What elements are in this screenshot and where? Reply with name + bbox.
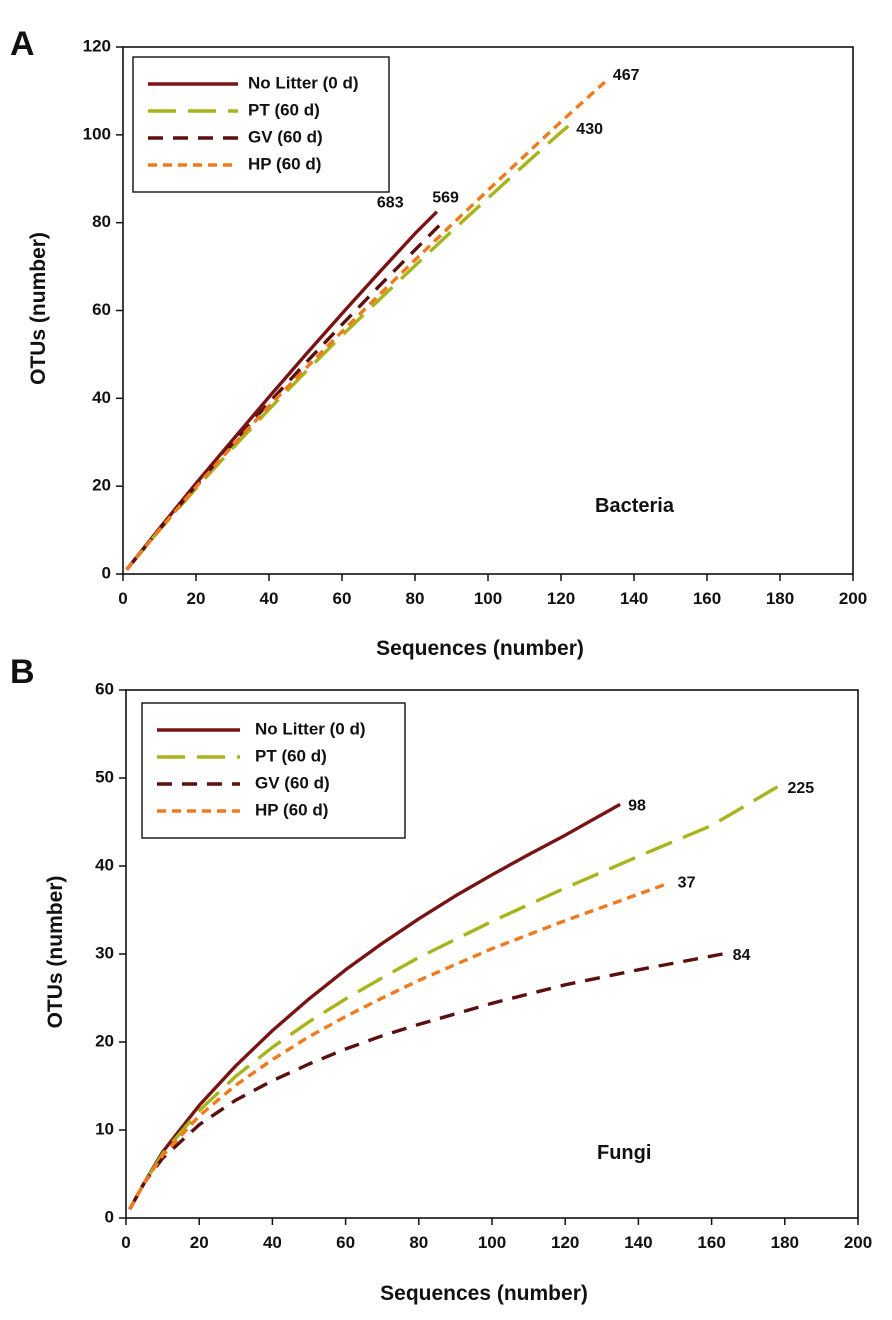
series-end-label: 430: [576, 121, 603, 138]
y-axis-title: OTUs (number): [27, 232, 50, 385]
panel-annotation: Fungi: [597, 1142, 651, 1164]
x-tick-label: 100: [474, 589, 502, 608]
chart-panel-b: B 0 20 40 60 80 100 120 140 160 180 200 0 10 20 30 40 50 6…: [10, 653, 872, 1305]
x-tick-label: 160: [693, 589, 721, 608]
legend-label: No Litter (0 d): [248, 73, 359, 92]
x-axis-title: Sequences (number): [376, 637, 584, 660]
x-tick-label: 0: [118, 589, 127, 608]
y-tick-label: 80: [92, 212, 111, 231]
panel-letter: B: [10, 653, 35, 691]
x-tick-label: 20: [187, 589, 206, 608]
y-tick-label: 0: [102, 563, 111, 582]
legend-label: PT (60 d): [248, 100, 320, 119]
y-tick-label: 20: [95, 1031, 114, 1050]
panel-letter: A: [10, 25, 35, 63]
series-end-label: 225: [787, 780, 814, 797]
y-tick-label: 60: [95, 679, 114, 698]
y-tick-label: 30: [95, 943, 114, 962]
series-line-3: [128, 882, 669, 1211]
x-tick-label: 180: [771, 1233, 799, 1252]
series-end-label: 98: [628, 797, 646, 814]
y-tick-label: 10: [95, 1119, 114, 1138]
y-tick-label: 100: [83, 124, 111, 143]
chart-panel-a: A 0 20 40 60 80 100 120 140 160 180 200 0 20 40 60 80 100…: [10, 25, 867, 660]
y-tick-label: 50: [95, 767, 114, 786]
legend-label: PT (60 d): [255, 746, 327, 765]
legend-label: HP (60 d): [248, 154, 321, 173]
x-tick-label: 60: [333, 589, 352, 608]
y-tick-label: 40: [95, 855, 114, 874]
x-tick-label: 40: [260, 589, 279, 608]
x-tick-label: 180: [766, 589, 794, 608]
y-tick-label: 40: [92, 388, 111, 407]
legend-label: GV (60 d): [248, 127, 323, 146]
series-end-label: 37: [678, 875, 696, 892]
series-line-0: [128, 802, 621, 1211]
series-end-label: 683: [377, 195, 404, 212]
legend-box: [132, 56, 390, 193]
y-axis-title: OTUs (number): [44, 876, 67, 1029]
series-line-3: [125, 80, 606, 571]
y-tick-label: 120: [83, 36, 111, 55]
legend-box: [141, 702, 406, 839]
x-tick-label: 200: [844, 1233, 872, 1252]
series-end-label: 467: [613, 67, 640, 84]
y-tick-label: 20: [92, 476, 111, 495]
x-tick-label: 120: [547, 589, 575, 608]
x-tick-label: 40: [263, 1233, 282, 1252]
x-tick-label: 140: [624, 1233, 652, 1252]
x-tick-label: 0: [121, 1233, 130, 1252]
y-tick-label: 60: [92, 300, 111, 319]
x-tick-label: 200: [839, 589, 867, 608]
legend-label: HP (60 d): [255, 800, 328, 819]
y-tick-label: 0: [105, 1207, 114, 1226]
panel-annotation: Bacteria: [595, 495, 675, 517]
x-tick-label: 80: [409, 1233, 428, 1252]
x-tick-label: 100: [478, 1233, 506, 1252]
series-line-1: [125, 124, 570, 571]
x-axis-title: Sequences (number): [380, 1282, 588, 1305]
series-line-2: [128, 952, 723, 1211]
series-line-1: [128, 785, 779, 1211]
x-tick-label: 20: [190, 1233, 209, 1252]
legend-label: GV (60 d): [255, 773, 330, 792]
series-end-label: 84: [733, 947, 751, 964]
x-tick-label: 120: [551, 1233, 579, 1252]
legend-label: No Litter (0 d): [255, 719, 366, 738]
x-tick-label: 160: [697, 1233, 725, 1252]
series-line-2: [125, 219, 446, 571]
x-tick-label: 80: [406, 589, 425, 608]
x-tick-label: 140: [620, 589, 648, 608]
x-tick-label: 60: [336, 1233, 355, 1252]
series-end-label: 569: [432, 189, 459, 206]
